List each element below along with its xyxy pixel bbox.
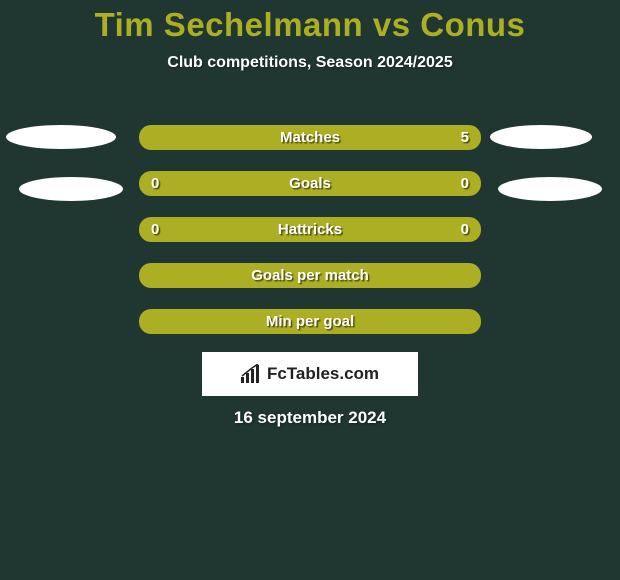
decorative-ellipse-right-1 [490,125,592,149]
decorative-ellipse-right-2 [498,177,602,201]
stat-row-matches: Matches 5 [139,125,481,150]
stat-row-goals-per-match: Goals per match [139,263,481,288]
stat-label: Hattricks [278,221,342,238]
stat-label: Min per goal [266,313,354,330]
stat-label: Goals per match [251,267,369,284]
bar-chart-icon [241,364,261,384]
stat-row-goals: 0 Goals 0 [139,171,481,196]
stat-label: Matches [280,129,340,146]
stat-right-value: 5 [461,129,469,146]
stat-right-value: 0 [461,221,469,238]
card-title: Tim Sechelmann vs Conus [0,0,620,44]
stat-label: Goals [289,175,331,192]
date-text: 16 september 2024 [0,408,620,428]
stat-right-value: 0 [461,175,469,192]
logo-text: FcTables.com [267,364,379,384]
stat-rows: Matches 5 0 Goals 0 0 Hattricks 0 Goals … [139,125,481,355]
card-subtitle: Club competitions, Season 2024/2025 [0,54,620,72]
stat-left-value: 0 [151,175,159,192]
stat-row-min-per-goal: Min per goal [139,309,481,334]
stat-row-hattricks: 0 Hattricks 0 [139,217,481,242]
site-logo[interactable]: FcTables.com [202,352,418,396]
comparison-card: Tim Sechelmann vs Conus Club competition… [0,0,620,580]
decorative-ellipse-left-2 [19,177,123,201]
decorative-ellipse-left-1 [6,125,116,149]
stat-left-value: 0 [151,221,159,238]
